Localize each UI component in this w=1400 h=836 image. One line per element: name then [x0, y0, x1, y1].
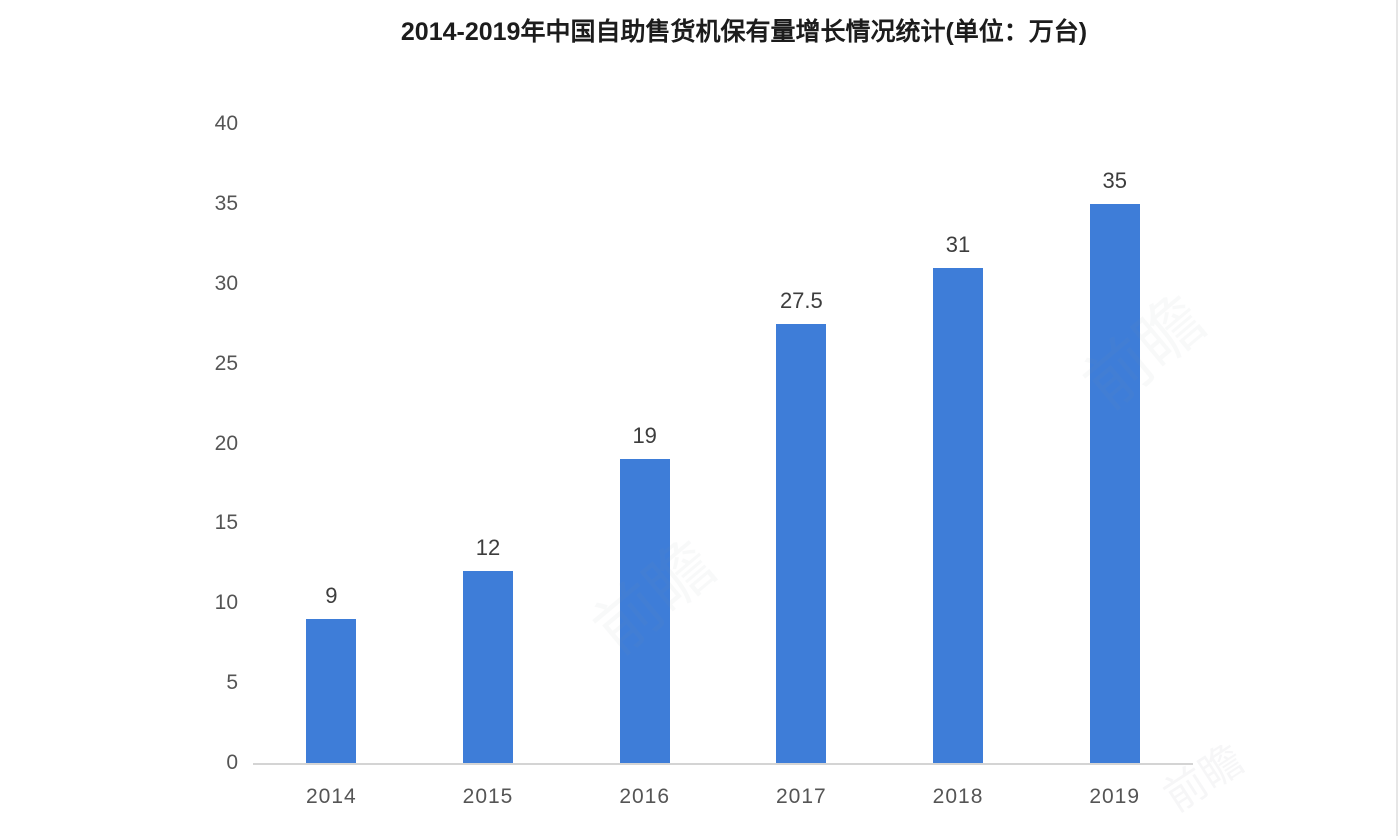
bar-group-2016: 19 2016 — [566, 124, 723, 808]
bar — [619, 459, 670, 763]
bar-group-2017: 27.5 2017 — [723, 124, 880, 808]
x-axis-label: 2019 — [1089, 785, 1141, 808]
y-axis: 0 5 10 15 20 25 30 35 40 — [160, 0, 238, 836]
bar — [1089, 203, 1140, 763]
page-right-edge-line — [1396, 0, 1398, 836]
bar-group-2014: 9 2014 — [253, 124, 410, 808]
bar — [933, 267, 984, 763]
bar — [463, 571, 513, 763]
y-tick-label: 15 — [214, 511, 238, 535]
y-tick-label: 25 — [214, 351, 238, 375]
x-axis-label: 2015 — [462, 785, 514, 808]
x-axis-label: 2016 — [619, 785, 671, 808]
y-tick-label: 0 — [226, 751, 238, 774]
y-tick-label: 35 — [214, 191, 238, 215]
bar-value-label: 35 — [1102, 167, 1127, 193]
bar-value-label: 31 — [945, 231, 971, 257]
bar — [776, 323, 827, 763]
bar — [306, 619, 357, 763]
plot-area: 9 2014 12 2015 19 2016 27.5 2017 31 2018 35 2019 — [253, 124, 1193, 808]
bar-value-label: 9 — [325, 583, 338, 609]
y-tick-label: 20 — [214, 431, 238, 455]
y-tick-label: 5 — [226, 671, 238, 695]
chart-title: 2014-2019年中国自助售货机保有量增长情况统计(单位：万台) — [400, 18, 1088, 46]
bar-value-label: 12 — [475, 535, 501, 561]
bar-value-label: 19 — [632, 423, 657, 449]
bar-value-label: 27.5 — [779, 287, 823, 313]
y-tick-label: 40 — [214, 112, 238, 135]
x-axis-label: 2014 — [305, 785, 357, 808]
bar-group-2019: 35 2019 — [1036, 124, 1193, 808]
x-axis-label: 2017 — [775, 785, 827, 808]
x-axis-label: 2018 — [932, 785, 984, 808]
y-tick-label: 30 — [214, 271, 238, 295]
bar-group-2015: 12 2015 — [410, 124, 567, 808]
y-tick-label: 10 — [214, 591, 238, 615]
bar-group-2018: 31 2018 — [880, 124, 1037, 808]
